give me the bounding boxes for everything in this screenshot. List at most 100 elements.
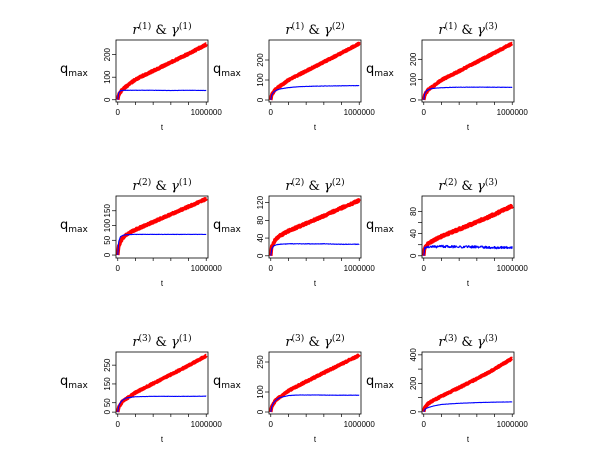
panel-3-2-ylabel-main: q — [213, 374, 221, 389]
panel-3-1-title-r-sup: (3) — [139, 333, 152, 344]
panel-1-3-xlabel: t — [467, 123, 470, 132]
panel-1-3-ytick-label: 200 — [409, 52, 418, 66]
panel-2-3-series-gamma — [423, 244, 513, 256]
panel-3-3-title-amp: & — [457, 335, 477, 350]
panel-3-2-ytick-label: 100 — [256, 385, 265, 399]
panel-2-2-title-gamma-sup: (2) — [332, 177, 345, 188]
panel-2-3-ylabel-main: q — [366, 218, 374, 233]
panel-1-2-ytick-label: 0 — [256, 97, 265, 102]
panel-1-3-ylabel: qmax — [366, 62, 395, 79]
panel-2-1-title-gamma: γ — [171, 179, 179, 194]
panel-2-1-ytick-label: 150 — [103, 204, 112, 218]
panel-3-2-xlabel: t — [314, 435, 317, 444]
panel-1-2-title-gamma: γ — [324, 23, 332, 38]
panel-1-2-ytick-label: 200 — [256, 53, 265, 67]
panel-2-2-ytick-label: 80 — [256, 215, 265, 224]
panel-2-2-title-amp: & — [304, 179, 324, 194]
panel-1-2-ylabel-main: q — [213, 62, 221, 77]
panel-1-2-title-gamma-sup: (2) — [332, 21, 345, 32]
panel-2-2-series-gamma — [270, 243, 360, 256]
panel-3-3-ytick-label: 400 — [409, 348, 418, 362]
panel-2-2-ytick-label: 40 — [256, 233, 265, 242]
panel-2-1-xtick-label-start: 0 — [116, 264, 121, 273]
panel-3-3-frame — [421, 351, 515, 415]
panel-3-2-series-gamma — [270, 394, 360, 413]
panel-1-3-title-gamma-sup: (3) — [485, 21, 498, 32]
panel-2-3-ytick-label: 40 — [409, 229, 418, 238]
panel-2-3-xlabel: t — [467, 279, 470, 288]
panel-2-2-frame — [268, 195, 362, 259]
panel-3-2-ytick-label: 250 — [256, 355, 265, 369]
panel-2-1-title-amp: & — [151, 179, 171, 194]
panel-2-3-xtick-label-start: 0 — [422, 264, 427, 273]
panel-3-3-xtick-label-end: 1000000 — [497, 420, 529, 429]
panel-2-2-xtick-label-end: 1000000 — [344, 264, 376, 273]
panel-1-2-xtick-label-end: 1000000 — [344, 108, 376, 117]
panel-1-1-xtick-label-start: 0 — [116, 108, 121, 117]
panel-1-1-title-r-sup: (1) — [139, 21, 152, 32]
panel-2-1-series-r — [116, 197, 208, 256]
panel-3-1-title: r(3) & γ(1) — [132, 333, 191, 350]
panel-3-3-xlabel: t — [467, 435, 470, 444]
panel-1-3-ytick-label: 100 — [409, 72, 418, 86]
panel-3-1-xlabel: t — [161, 435, 164, 444]
panel-2-1-frame — [115, 195, 209, 259]
panel-2-2-xtick-label-start: 0 — [269, 264, 274, 273]
panel-2-1-ytick-label: 100 — [103, 218, 112, 232]
panel-1-3-title-r: r — [438, 23, 445, 38]
panel-2-2-series-r — [269, 198, 361, 256]
panel-1-3-xtick-label-start: 0 — [422, 108, 427, 117]
panel-2-2-ylabel: qmax — [213, 218, 242, 235]
panel-3-2-title: r(3) & γ(2) — [285, 333, 344, 350]
panel-3-3-title-gamma-sup: (3) — [485, 333, 498, 344]
panel-1-3-ylabel-main: q — [366, 62, 374, 77]
panel-1-2-title-r: r — [285, 23, 292, 38]
panel-3-3-ytick-label: 200 — [409, 376, 418, 390]
panel-2-2-ytick-label: 120 — [256, 195, 265, 209]
panel-3-3-title: r(3) & γ(3) — [438, 333, 497, 350]
panel-1-1-series-gamma — [117, 89, 207, 100]
panel-2-3-frame — [421, 195, 515, 259]
panel-3-3-title-r: r — [438, 335, 445, 350]
panel-3-3-ytick-label: 0 — [409, 409, 418, 414]
panel-3-2-title-r-sup: (3) — [292, 333, 305, 344]
panel-1-2-title-amp: & — [304, 23, 324, 38]
panel-2-2-title-r-sup: (2) — [292, 177, 305, 188]
panel-1-3-ylabel-sub: max — [374, 69, 394, 79]
panel-3-3-ylabel-sub: max — [374, 381, 394, 391]
panel-3-3-title-r-sup: (3) — [445, 333, 458, 344]
panel-2-2-ylabel-main: q — [213, 218, 221, 233]
panel-3-2-title-amp: & — [304, 335, 324, 350]
panel-1-3-title-gamma: γ — [477, 23, 485, 38]
panel-1-2-xlabel: t — [314, 123, 317, 132]
panel-3-1-ytick-label: 50 — [103, 398, 112, 407]
panel-1-1-ylabel-main: q — [60, 62, 68, 77]
panel-2-3-xtick-label-end: 1000000 — [497, 264, 529, 273]
panel-1-3-frame — [421, 39, 515, 103]
panel-1-1-ylabel-sub: max — [68, 69, 88, 79]
panel-3-3-series-r — [422, 356, 514, 413]
panel-1-1-title-gamma-sup: (1) — [179, 21, 192, 32]
panel-2-2-title-r: r — [285, 179, 292, 194]
panel-1-3-xtick-label-end: 1000000 — [497, 108, 529, 117]
panel-1-1-series-r — [116, 42, 208, 101]
panel-2-1-title: r(2) & γ(1) — [132, 177, 191, 194]
panel-1-3: r(1) & γ(3) qmax 0 100 200 0 1000000 t — [366, 21, 528, 132]
panel-2-1-ytick-label: 50 — [103, 235, 112, 244]
panel-2-2-xlabel: t — [314, 279, 317, 288]
panel-1-1-title-r: r — [132, 23, 139, 38]
panel-3-2-frame — [268, 351, 362, 415]
panel-2-3-title-r-sup: (2) — [445, 177, 458, 188]
panel-1-3-title-amp: & — [457, 23, 477, 38]
panel-2-2-title: r(2) & γ(2) — [285, 177, 344, 194]
panel-1-1-title: r(1) & γ(1) — [132, 21, 191, 38]
panel-2-1-ytick-label: 0 — [103, 252, 112, 257]
panel-1-2-series-r — [269, 41, 361, 101]
panel-1-1-ylabel: qmax — [60, 62, 89, 79]
panel-1-3-ytick-label: 0 — [409, 97, 418, 102]
